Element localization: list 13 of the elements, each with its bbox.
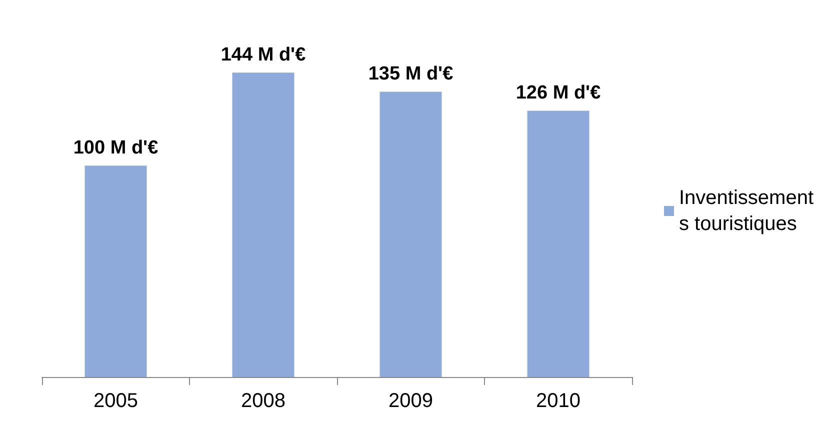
bar <box>527 110 590 377</box>
data-label: 144 M d'€ <box>220 44 306 66</box>
bar <box>232 72 294 377</box>
data-label: 126 M d'€ <box>516 82 602 104</box>
bar <box>380 92 442 377</box>
x-tick-label: 2008 <box>241 390 286 412</box>
x-tick-label: 2005 <box>94 390 138 412</box>
bar <box>84 166 147 377</box>
x-tick-label: 2010 <box>536 390 580 412</box>
x-tick-label: 2009 <box>388 390 433 412</box>
data-label: 135 M d'€ <box>368 64 454 85</box>
data-label: 100 M d'€ <box>73 138 159 159</box>
legend-label: Inventissements touristiques <box>679 187 814 235</box>
